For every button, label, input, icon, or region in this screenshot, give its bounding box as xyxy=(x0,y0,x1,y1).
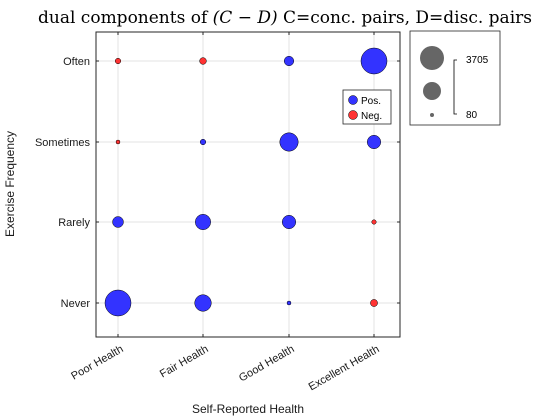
size-legend-max-label: 3705 xyxy=(466,55,489,66)
bubbles xyxy=(104,47,388,317)
legend-pos-marker xyxy=(348,95,358,105)
bubble-negative xyxy=(199,57,207,65)
bubble-positive xyxy=(286,300,292,306)
bubble-positive xyxy=(104,289,132,317)
y-tick-label: Sometimes xyxy=(35,137,91,149)
bubble-negative xyxy=(115,139,121,145)
y-tick-labels: Never Rarely Sometimes Often xyxy=(35,56,91,310)
chart-title: dual components of (C − D) C=conc. pairs… xyxy=(0,8,560,28)
x-tick-label: Good Health xyxy=(237,343,296,384)
x-tick-labels: Poor Health Fair Health Good Health Excelle… xyxy=(69,343,381,393)
size-legend-small-circle xyxy=(430,113,434,117)
bubble-positive xyxy=(367,135,381,149)
bubble-positive xyxy=(195,214,211,230)
y-tick-label: Often xyxy=(63,56,90,68)
title-suffix: C=conc. pairs, D=disc. pairs xyxy=(277,8,532,28)
bubble-positive xyxy=(112,216,124,228)
size-legend-box xyxy=(409,30,501,126)
x-axis-label: Self-Reported Health xyxy=(192,402,304,416)
bubble-positive xyxy=(282,215,296,229)
legend-neg-marker xyxy=(348,110,358,120)
size-legend-min-label: 80 xyxy=(466,110,478,121)
legend-pos-label: Pos. xyxy=(361,96,381,107)
x-tick-label: Fair Health xyxy=(158,343,211,380)
size-legend-bracket xyxy=(453,59,457,115)
bubble-negative xyxy=(114,57,122,65)
size-legend: 3705 80 xyxy=(409,30,501,126)
grid xyxy=(96,32,400,337)
size-legend-medium-circle xyxy=(423,82,441,100)
bubble-negative xyxy=(370,299,378,307)
x-tick-label: Excellent Health xyxy=(307,343,382,393)
axes-box xyxy=(95,31,401,338)
y-axis-label: Exercise Frequency xyxy=(3,131,17,237)
bubble-positive xyxy=(283,55,295,67)
bubble-positive xyxy=(279,132,299,152)
bubble-positive xyxy=(360,47,388,75)
bubble-positive xyxy=(194,294,212,312)
bubble-negative xyxy=(371,219,377,225)
title-math: (C − D) xyxy=(212,8,278,28)
axis-ticks xyxy=(96,32,400,337)
y-tick-label: Rarely xyxy=(58,217,90,229)
y-tick-label: Never xyxy=(61,298,91,310)
x-tick-label: Poor Health xyxy=(69,343,125,382)
title-prefix: dual components of xyxy=(38,8,213,28)
bubble-positive xyxy=(199,138,207,146)
legend-neg-label: Neg. xyxy=(361,111,382,122)
color-legend: Pos. Neg. xyxy=(342,89,392,125)
size-legend-large-circle xyxy=(420,46,444,70)
